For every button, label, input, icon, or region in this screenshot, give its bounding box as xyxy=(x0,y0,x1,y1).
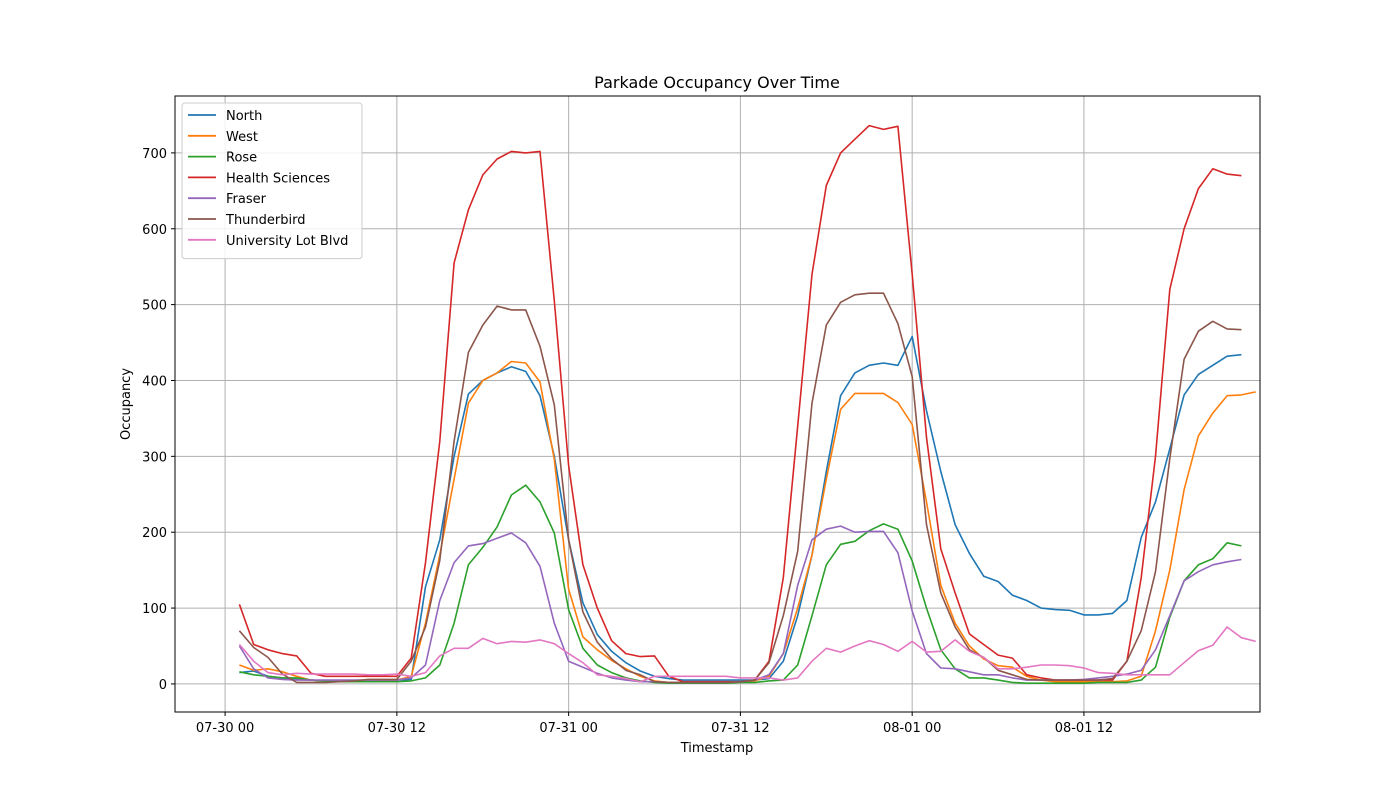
legend-label: West xyxy=(226,130,258,145)
x-tick-label: 07-31 00 xyxy=(539,721,597,736)
y-tick-label: 300 xyxy=(142,450,167,465)
legend-label: Thunderbird xyxy=(225,213,306,228)
y-axis-label: Occupancy xyxy=(119,368,134,440)
legend-label: Fraser xyxy=(226,192,267,207)
plot-frame xyxy=(174,95,1261,713)
legend-label: Rose xyxy=(226,151,257,166)
x-tick-label: 07-30 12 xyxy=(368,721,426,736)
legend-box xyxy=(181,102,363,260)
legend: North West Rose Health Sciences Fraser Thunde… xyxy=(181,102,363,260)
legend-label: University Lot Blvd xyxy=(226,234,348,249)
y-tick-label: 0 xyxy=(159,678,167,693)
legend-label: Health Sciences xyxy=(226,171,330,186)
y-tick-label: 700 xyxy=(142,147,167,162)
x-axis-label: Timestamp xyxy=(680,741,754,756)
series-line-university-lot-blvd xyxy=(238,626,1256,683)
x-tick-label: 08-01 00 xyxy=(883,721,941,736)
series-line-thunderbird xyxy=(238,292,1242,684)
y-tick-label: 600 xyxy=(142,223,167,238)
y-axis: 0 100 200 300 400 500 600 700 xyxy=(142,147,175,693)
y-tick-label: 100 xyxy=(142,602,167,617)
x-axis: 07-30 00 07-30 12 07-31 00 07-31 12 08-01 00… xyxy=(196,712,1113,736)
plot-series xyxy=(238,124,1256,685)
x-tick-label: 07-31 12 xyxy=(711,721,769,736)
x-tick-label: 07-30 00 xyxy=(196,721,254,736)
y-tick-label: 400 xyxy=(142,374,167,389)
grid xyxy=(175,96,1260,712)
chart-title: Parkade Occupancy Over Time xyxy=(594,73,840,92)
series-line-north xyxy=(239,335,1242,683)
y-tick-label: 200 xyxy=(142,526,167,541)
y-tick-label: 500 xyxy=(142,299,167,314)
legend-label: North xyxy=(226,109,262,124)
x-tick-label: 08-01 12 xyxy=(1055,721,1113,736)
